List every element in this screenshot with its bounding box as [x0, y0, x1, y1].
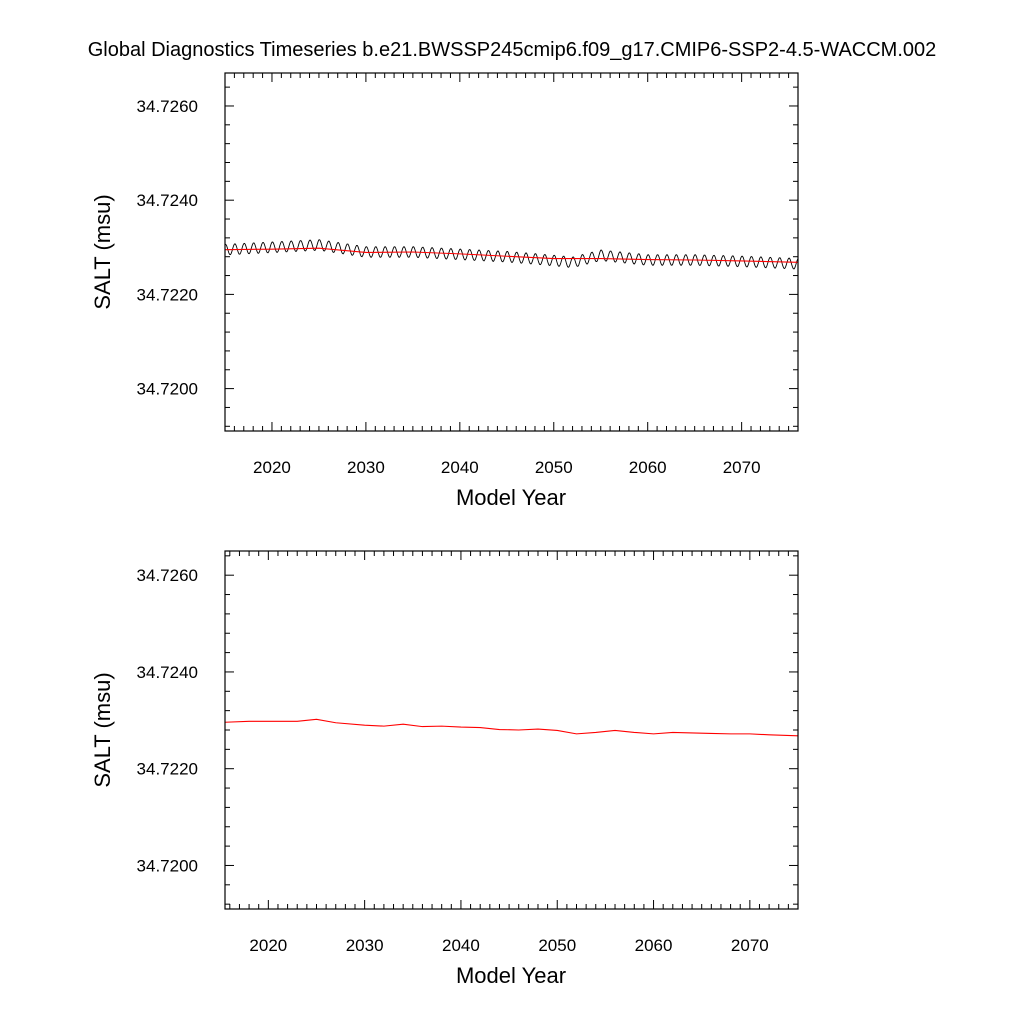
top-series-layer	[224, 239, 799, 270]
bottom-x-axis-title: Model Year	[456, 963, 566, 988]
top-y-tick-label: 34.7220	[137, 285, 198, 304]
bottom-y-tick-label: 34.7200	[137, 856, 198, 875]
top-y-tick-label: 34.7240	[137, 191, 198, 210]
top-x-tick-label: 2060	[629, 458, 667, 477]
bottom-panel: 2020 2030 2040 2050 2060 2070 34.7200 34.7220 34…	[90, 550, 799, 988]
bottom-series-annual-line	[224, 718, 799, 737]
top-plot-frame	[224, 72, 799, 432]
bottom-y-axis-title: SALT (msu)	[90, 672, 115, 787]
top-labels-layer: 2020 2030 2040 2050 2060 2070 34.7200 34.7220 34…	[137, 97, 761, 477]
top-x-tick-label: 2020	[253, 458, 291, 477]
top-ticks-layer	[224, 73, 799, 431]
top-y-tick-label: 34.7200	[137, 380, 198, 399]
figure-title: Global Diagnostics Timeseries b.e21.BWSS…	[88, 39, 937, 61]
bottom-x-tick-label: 2070	[731, 936, 769, 955]
bottom-y-tick-label: 34.7220	[137, 760, 198, 779]
top-x-tick-label: 2070	[723, 458, 761, 477]
bottom-labels-layer: 2020 2030 2040 2050 2060 2070 34.7200 34.7220 34…	[137, 566, 769, 955]
top-x-tick-label: 2030	[347, 458, 385, 477]
bottom-ticks-layer	[225, 551, 799, 909]
bottom-plot-frame	[224, 550, 799, 910]
bottom-series-layer	[224, 718, 799, 737]
top-x-axis-title: Model Year	[456, 485, 566, 510]
bottom-x-tick-label: 2040	[442, 936, 480, 955]
top-x-tick-label: 2040	[441, 458, 479, 477]
bottom-x-tick-label: 2020	[249, 936, 287, 955]
bottom-x-tick-label: 2060	[635, 936, 673, 955]
bottom-x-tick-label: 2030	[346, 936, 384, 955]
bottom-y-tick-label: 34.7260	[137, 566, 198, 585]
top-panel: 2020 2030 2040 2050 2060 2070 34.7200 34.7220 34…	[90, 72, 799, 510]
top-y-axis-title: SALT (msu)	[90, 194, 115, 309]
bottom-y-tick-label: 34.7240	[137, 663, 198, 682]
top-series-monthly-line	[224, 239, 799, 270]
bottom-x-tick-label: 2050	[538, 936, 576, 955]
top-series-annual-line	[224, 247, 799, 263]
top-x-tick-label: 2050	[535, 458, 573, 477]
top-y-tick-label: 34.7260	[137, 97, 198, 116]
